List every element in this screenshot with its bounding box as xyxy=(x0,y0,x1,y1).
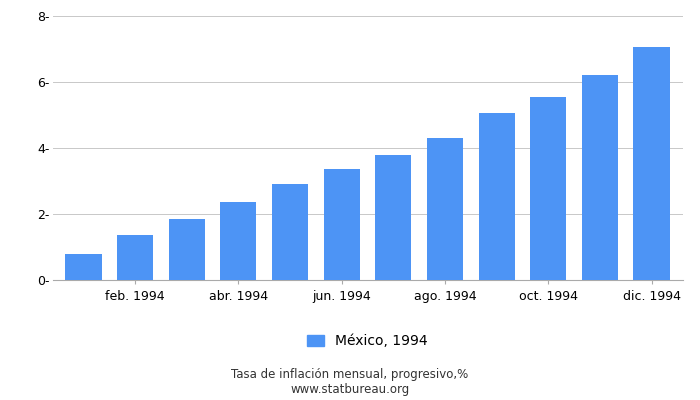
Bar xyxy=(479,113,514,280)
Text: Tasa de inflación mensual, progresivo,%: Tasa de inflación mensual, progresivo,% xyxy=(232,368,468,381)
Legend: México, 1994: México, 1994 xyxy=(307,334,428,348)
Bar xyxy=(634,47,670,280)
Bar xyxy=(323,170,360,280)
Bar xyxy=(427,138,463,280)
Bar xyxy=(65,254,101,280)
Bar xyxy=(375,154,412,280)
Bar xyxy=(582,75,618,280)
Bar xyxy=(169,219,205,280)
Bar xyxy=(530,97,566,280)
Bar xyxy=(220,202,256,280)
Bar xyxy=(117,236,153,280)
Bar xyxy=(272,184,308,280)
Text: www.statbureau.org: www.statbureau.org xyxy=(290,383,410,396)
